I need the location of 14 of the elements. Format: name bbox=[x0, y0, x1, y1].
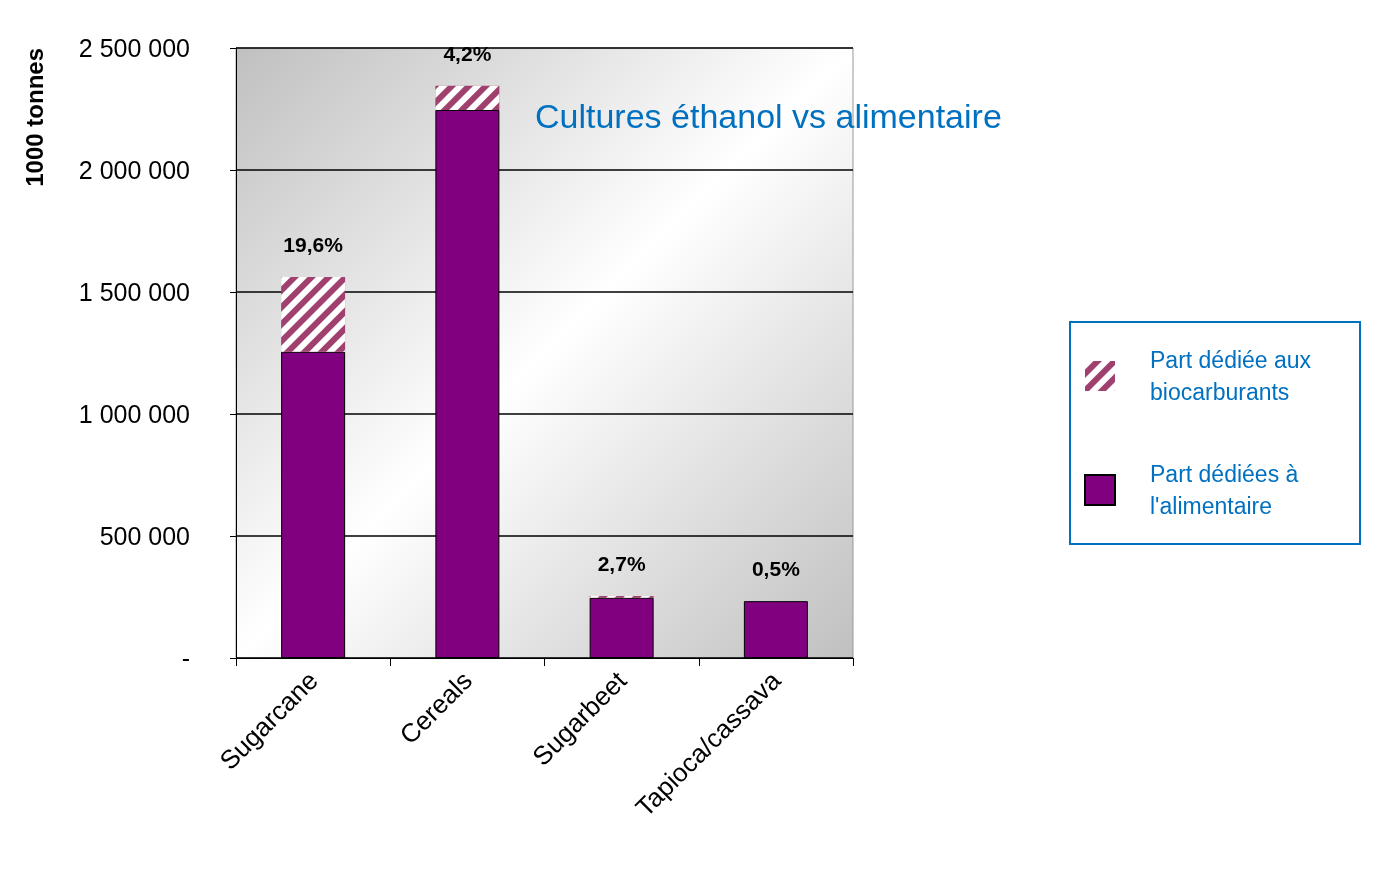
annotation: 19,6% bbox=[283, 233, 344, 257]
y-tick-label: 1 000 000 bbox=[78, 400, 190, 428]
annotation: 2,7% bbox=[597, 552, 646, 576]
y-tick-label: 2 500 000 bbox=[78, 34, 190, 62]
y-tick-label: 1 500 000 bbox=[78, 278, 190, 306]
annotation: 4,2% bbox=[443, 41, 492, 65]
y-axis-title: 1000 tonnes bbox=[20, 48, 48, 187]
legend-label: Part dédiées à l'alimentaire bbox=[1150, 461, 1305, 519]
annotation: 0,5% bbox=[751, 556, 801, 580]
y-tick-label: - bbox=[181, 644, 190, 672]
legend-label: Part dédiée aux biocarburants bbox=[1150, 347, 1318, 405]
text: Cultures éthanol vs alimentaire bbox=[535, 97, 1002, 135]
y-tick-label: 2 000 000 bbox=[78, 156, 190, 184]
y-tick-label: 500 000 bbox=[99, 522, 190, 550]
